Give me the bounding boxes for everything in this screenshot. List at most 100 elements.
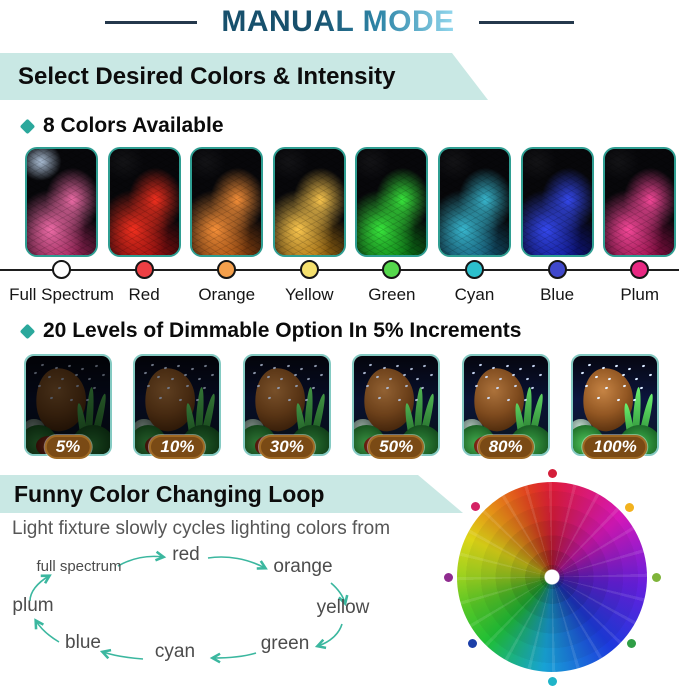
color-axis-line xyxy=(0,269,679,271)
loop-arrow xyxy=(207,556,268,570)
color-dot xyxy=(299,260,319,279)
loop-arrow xyxy=(99,648,144,660)
color-photo-card xyxy=(603,147,677,257)
fish-speck xyxy=(197,377,201,380)
color-label: Plum xyxy=(620,285,660,304)
loop-arrow xyxy=(314,623,343,650)
foliage-texture xyxy=(522,149,592,255)
loop-label: full spectrum xyxy=(36,558,121,575)
page-header: MANUAL MODE xyxy=(0,3,679,41)
wheel-dot xyxy=(547,676,557,686)
loop-label: red xyxy=(172,544,199,565)
page-title: MANUAL MODE xyxy=(221,5,455,38)
fish-speck xyxy=(648,373,652,377)
loop-arrow xyxy=(29,574,52,602)
loop-diagram: full spectrum red orange yellow green cyan blu… xyxy=(12,544,370,664)
dimming-heading-row: 20 Levels of Dimmable Option In 5% Incre… xyxy=(19,319,522,343)
dim-level-badge: 30% xyxy=(258,435,315,459)
color-photo-card xyxy=(438,147,511,257)
wheel-dot xyxy=(651,572,661,582)
fish-speck xyxy=(362,371,366,375)
aquarium-photo xyxy=(27,149,96,255)
fish-speck xyxy=(101,373,105,377)
header-line-right xyxy=(478,20,574,24)
color-wheel xyxy=(443,468,661,686)
dim-photo-card: 100% xyxy=(571,354,659,459)
loop-arrow xyxy=(209,652,257,664)
fish-speck xyxy=(74,373,78,377)
color-dot xyxy=(134,260,154,279)
colors-heading: 8 Colors Available xyxy=(43,114,224,137)
color-photo-card xyxy=(190,147,264,257)
wheel-dot xyxy=(627,639,637,649)
dim-photo-card: 30% xyxy=(242,354,331,459)
foliage-texture xyxy=(605,149,675,255)
color-label: Red xyxy=(128,285,160,304)
foliage-texture xyxy=(109,149,179,255)
foliage-texture xyxy=(440,149,509,255)
fish-speck xyxy=(293,373,297,377)
color-dot xyxy=(382,260,402,279)
aquarium-photo xyxy=(274,149,344,255)
wheel-dot xyxy=(624,502,634,512)
loop-label: orange xyxy=(273,556,332,577)
aquarium-photo xyxy=(357,149,427,255)
wheel-dot xyxy=(471,501,481,511)
foliage-texture xyxy=(357,149,427,255)
dim-photo-card: 5% xyxy=(24,354,112,459)
wheel-dot xyxy=(547,468,557,478)
wheel-dot xyxy=(467,639,477,649)
color-label: Orange xyxy=(198,285,256,304)
color-photo-card xyxy=(25,147,98,257)
color-label: Blue xyxy=(540,285,575,304)
color-label: Full Spectrum xyxy=(9,285,114,304)
color-photo-card xyxy=(107,147,181,257)
foliage-texture xyxy=(192,149,262,255)
loop-description: Light fixture slowly cycles lighting col… xyxy=(12,518,391,539)
loop-arrow xyxy=(330,582,349,607)
fish-speck xyxy=(306,377,311,380)
fish-speck xyxy=(54,366,58,370)
foliage-texture xyxy=(27,149,96,255)
aquarium-photo xyxy=(522,149,592,255)
color-dot xyxy=(52,260,71,279)
fish-speck xyxy=(601,366,605,370)
dim-photo-card: 80% xyxy=(461,354,550,459)
loop-label: plum xyxy=(12,595,53,616)
fish-speck xyxy=(170,377,174,380)
color-photo-card xyxy=(520,147,594,257)
aquarium-photo xyxy=(605,149,675,255)
loop-label: green xyxy=(261,633,310,654)
diamond-bullet-icon xyxy=(19,323,36,339)
dim-level-badge: 80% xyxy=(477,435,534,459)
color-photo-card xyxy=(272,147,346,257)
dimming-heading: 20 Levels of Dimmable Option In 5% Incre… xyxy=(43,319,522,342)
fish-speck xyxy=(525,377,530,380)
colors-heading-row: 8 Colors Available xyxy=(19,114,224,138)
aquarium-photo xyxy=(192,149,262,255)
dim-photo-card: 50% xyxy=(352,354,441,459)
fish-speck xyxy=(594,375,599,379)
loop-arrow xyxy=(117,550,167,567)
diamond-bullet-icon xyxy=(19,118,36,134)
color-label: Green xyxy=(368,285,416,304)
loop-label: cyan xyxy=(155,641,195,662)
aquarium-photo xyxy=(109,149,179,255)
color-photo-card xyxy=(355,147,429,257)
header-line-left xyxy=(105,20,198,24)
wheel-dot xyxy=(443,572,453,582)
color-dot xyxy=(465,260,484,279)
color-label: Yellow xyxy=(285,285,334,304)
color-dot xyxy=(630,260,650,279)
loop-section-banner: Funny Color Changing Loop xyxy=(0,475,463,513)
dim-level-badge: 10% xyxy=(149,435,206,459)
color-label: Cyan xyxy=(454,285,495,304)
fish-speck xyxy=(47,375,52,379)
loop-arrow xyxy=(34,618,60,643)
dim-level-badge: 5% xyxy=(44,435,92,459)
fish-speck xyxy=(429,373,434,377)
color-dot xyxy=(547,260,567,279)
dim-photo-card: 10% xyxy=(133,354,222,459)
fish-speck xyxy=(498,377,503,380)
